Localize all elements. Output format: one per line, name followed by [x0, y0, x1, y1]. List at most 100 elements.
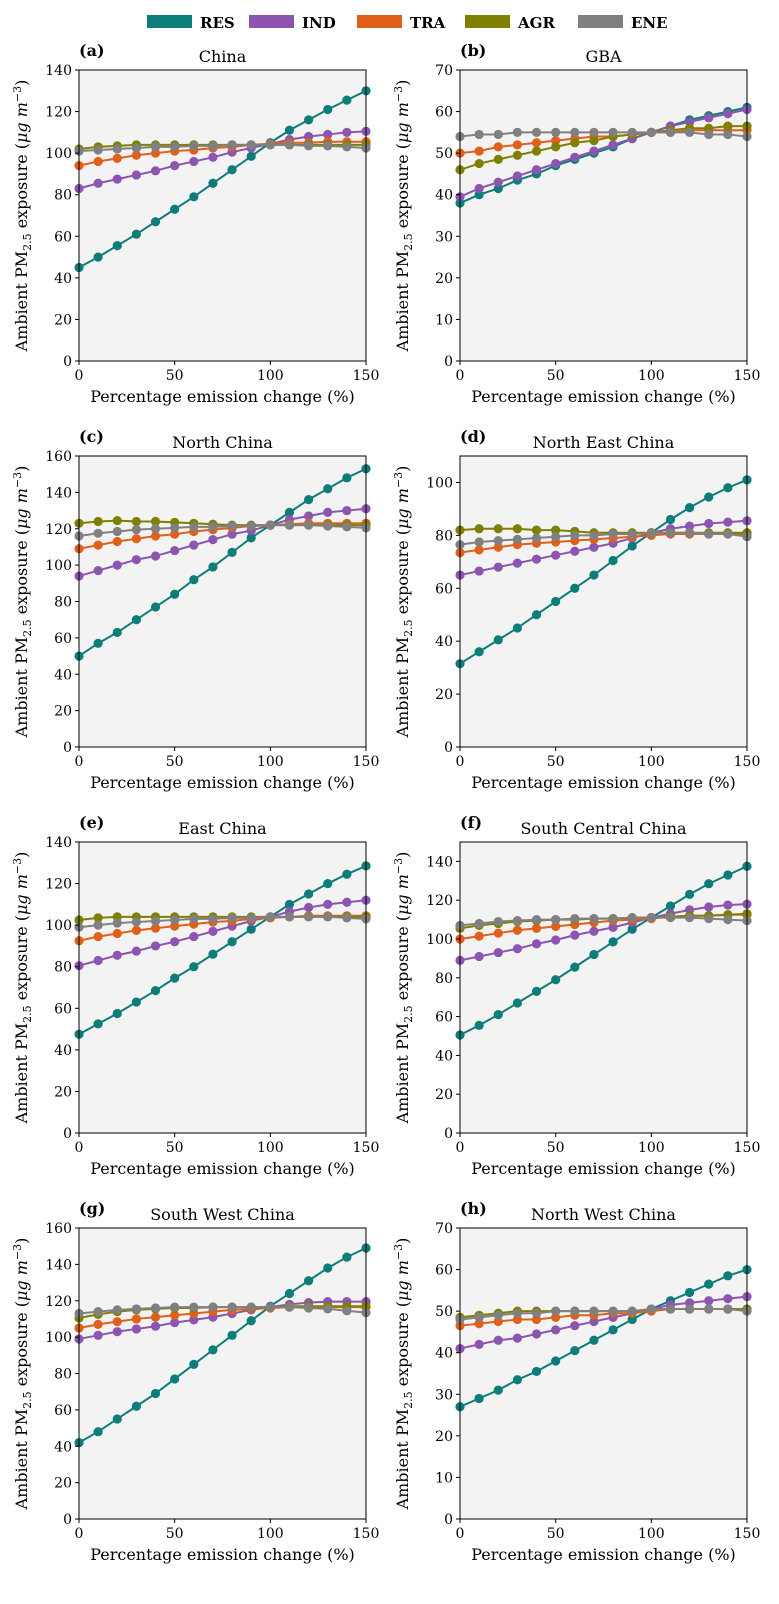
data-point-res — [246, 924, 256, 934]
data-point-ind — [150, 941, 161, 951]
data-point-res — [150, 986, 161, 996]
data-point-ene — [512, 127, 523, 137]
data-point-ene — [570, 127, 580, 137]
data-point-agr — [150, 516, 161, 527]
data-point-ind — [704, 113, 714, 123]
data-point-ene — [170, 523, 180, 533]
y-tick-label: 60 — [54, 1403, 72, 1419]
data-point-res — [227, 937, 237, 947]
data-point-ene — [551, 1306, 561, 1316]
data-point-res — [474, 1393, 484, 1404]
panel-title: North West China — [531, 1205, 676, 1224]
data-point-res — [170, 973, 180, 983]
data-point-res — [131, 229, 141, 239]
data-point-ene — [246, 521, 256, 531]
data-point-res — [685, 502, 695, 513]
data-point-ind — [208, 926, 218, 936]
series-line-ene — [78, 915, 367, 929]
x-tick-label: 100 — [638, 1140, 665, 1156]
x-axis-label: Percentage emission change (%) — [90, 1545, 355, 1564]
x-tick-label: 0 — [456, 1526, 465, 1542]
data-point-ene — [589, 530, 599, 540]
data-point-ene — [589, 1306, 599, 1316]
y-tick-label: 80 — [435, 971, 453, 987]
plot-background — [79, 1228, 366, 1519]
x-tick-label: 0 — [75, 368, 84, 384]
y-tick-label: 60 — [54, 229, 72, 245]
data-point-res — [323, 1263, 333, 1273]
data-point-ind — [342, 897, 352, 907]
y-tick-label: 120 — [45, 1294, 72, 1310]
y-tick-label: 100 — [426, 932, 453, 948]
x-tick-label: 0 — [75, 1526, 84, 1542]
chart-panel-7: 0 50 100 150 0 20 40 60 80 100 120 140 160 (g) South W… — [11, 1199, 379, 1564]
data-point-ind — [493, 562, 503, 572]
data-point-ind — [493, 947, 503, 958]
y-tick-label: 80 — [435, 528, 453, 544]
data-point-ene — [685, 528, 695, 538]
y-tick-label: 0 — [444, 1512, 453, 1528]
data-point-ene — [704, 129, 714, 140]
data-point-tra — [150, 531, 161, 541]
chart-panel-4: 0 50 100 150 0 20 40 60 80 100 (d) North East China… — [392, 427, 760, 792]
series-line-tra — [78, 140, 366, 167]
x-axis-label: Percentage emission change (%) — [471, 1545, 736, 1564]
y-tick-label: 40 — [435, 634, 453, 650]
data-point-res — [93, 1019, 103, 1029]
y-tick-label: 20 — [435, 687, 453, 703]
data-point-ene — [570, 1306, 580, 1316]
data-point-res — [474, 647, 484, 657]
data-point-ene — [474, 129, 484, 140]
panel-title: East China — [178, 819, 267, 838]
data-point-ene — [170, 915, 180, 925]
data-point-ene — [723, 529, 733, 539]
data-point-res — [131, 1401, 141, 1411]
x-axis-label: Percentage emission change (%) — [471, 1159, 736, 1178]
data-point-ene — [227, 1302, 237, 1312]
series-line-agr — [459, 125, 747, 171]
data-point-res — [512, 1375, 523, 1385]
data-point-tra — [512, 140, 523, 150]
data-point-tra — [131, 1314, 141, 1324]
data-point-ene — [93, 145, 103, 155]
data-point-ene — [227, 140, 237, 150]
data-point-ind — [227, 529, 237, 539]
data-point-res — [704, 1279, 714, 1289]
data-point-ene — [189, 522, 199, 532]
data-point-ind — [208, 535, 218, 545]
data-point-res — [112, 241, 122, 251]
data-point-ene — [112, 918, 122, 928]
data-point-ind — [112, 560, 122, 570]
x-axis-label: Percentage emission change (%) — [471, 773, 736, 792]
series-line-res — [78, 89, 367, 269]
data-point-res — [512, 623, 523, 633]
data-point-ene — [665, 913, 676, 923]
data-point-tra — [131, 150, 141, 160]
y-tick-label: 0 — [444, 354, 453, 370]
data-point-ene — [189, 1302, 199, 1312]
data-point-res — [493, 635, 503, 645]
x-tick-label: 150 — [734, 1140, 761, 1156]
y-tick-label: 0 — [63, 1512, 72, 1528]
data-point-ene — [493, 129, 503, 140]
data-point-tra — [493, 142, 503, 152]
y-tick-label: 10 — [435, 1470, 453, 1486]
data-point-agr — [551, 142, 561, 152]
data-point-agr — [112, 515, 122, 526]
data-point-ene — [704, 529, 714, 539]
y-tick-label: 40 — [54, 1043, 72, 1059]
data-point-agr — [531, 525, 542, 535]
series-line-res — [459, 1268, 748, 1408]
data-point-ind — [189, 156, 199, 167]
data-point-res — [342, 869, 352, 879]
y-tick-label: 80 — [54, 1367, 72, 1383]
data-point-ind — [551, 935, 561, 945]
x-tick-label: 150 — [734, 368, 761, 384]
y-tick-label: 120 — [45, 522, 72, 538]
x-tick-label: 50 — [166, 1140, 184, 1156]
panel-title: North East China — [533, 433, 675, 452]
series-line-ene — [78, 1306, 367, 1315]
data-point-res — [170, 589, 180, 599]
data-point-ind — [342, 127, 352, 137]
data-point-ene — [112, 144, 122, 154]
